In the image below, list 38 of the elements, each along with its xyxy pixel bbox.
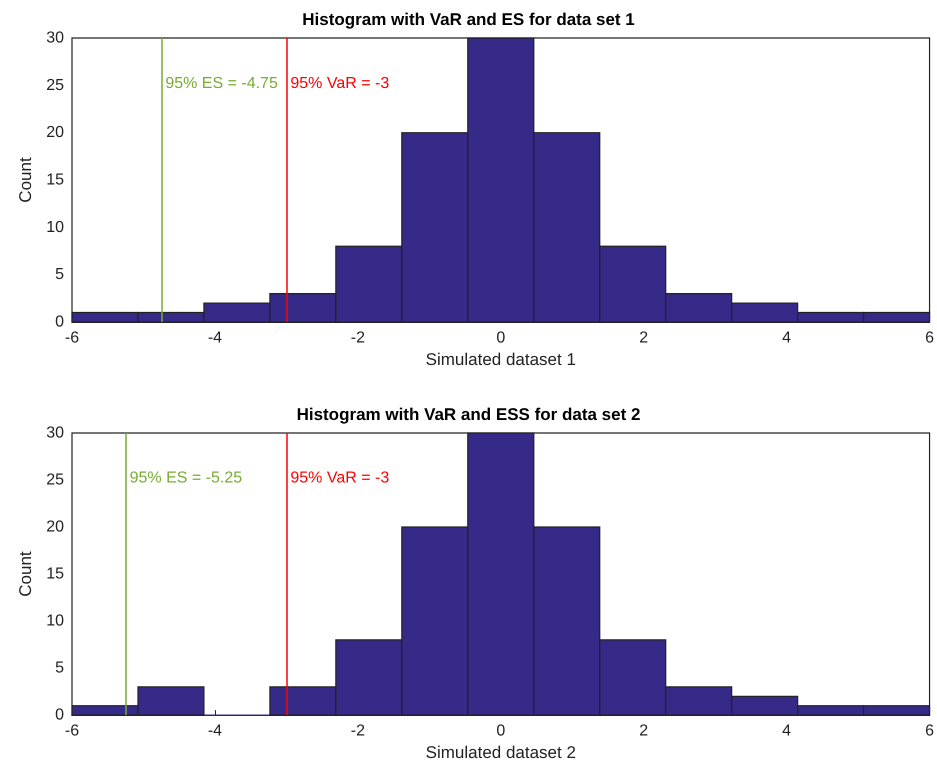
ref-line-label: 95% VaR = -3 <box>290 74 390 92</box>
y-tick-label: 25 <box>46 76 64 94</box>
x-tick-label: -6 <box>64 722 80 740</box>
y-tick-label: 30 <box>46 30 64 46</box>
x-tick-label: 6 <box>925 330 934 346</box>
ref-line-label: 95% VaR = -3 <box>290 470 390 487</box>
x-tick-label: -4 <box>208 722 222 740</box>
y-tick-label: 15 <box>46 172 64 188</box>
y-tick-label: 15 <box>46 566 64 583</box>
x-tick-label: 4 <box>782 722 792 740</box>
y-tick-label: 10 <box>46 612 64 630</box>
y-tick-label: 5 <box>55 660 64 677</box>
x-tick-label: 6 <box>925 722 934 740</box>
x-tick-label: 2 <box>639 330 648 346</box>
ref-line-label: 95% ES = -4.75 <box>165 74 278 92</box>
x-tick-label: 4 <box>782 330 792 346</box>
y-tick-label: 30 <box>46 424 64 442</box>
x-tick-label: 0 <box>496 330 506 346</box>
chart-title: Histogram with VaR and ESS for data set 2 <box>296 405 640 424</box>
x-tick-label: 2 <box>639 722 648 740</box>
x-axis-title: Simulated dataset 2 <box>426 743 576 762</box>
y-tick-label: 20 <box>46 124 64 142</box>
y-axis-title: Count <box>16 551 35 597</box>
x-axis-title: Simulated dataset 1 <box>426 350 576 369</box>
ref-line-label: 95% ES = -5.25 <box>130 470 242 487</box>
x-tick-label: -2 <box>350 722 366 740</box>
y-tick-label: 5 <box>55 266 64 284</box>
x-tick-label: -4 <box>208 330 222 346</box>
y-axis-title: Count <box>16 157 35 203</box>
y-tick-label: 25 <box>46 472 64 489</box>
y-tick-label: 0 <box>55 706 64 724</box>
x-tick-label: -2 <box>350 330 366 346</box>
x-tick-label: -6 <box>64 330 80 346</box>
y-tick-label: 10 <box>46 218 64 236</box>
y-tick-label: 0 <box>55 314 64 330</box>
x-tick-label: 0 <box>496 722 506 740</box>
chart-title: Histogram with VaR and ES for data set 1 <box>302 10 635 29</box>
y-tick-label: 20 <box>46 518 64 536</box>
